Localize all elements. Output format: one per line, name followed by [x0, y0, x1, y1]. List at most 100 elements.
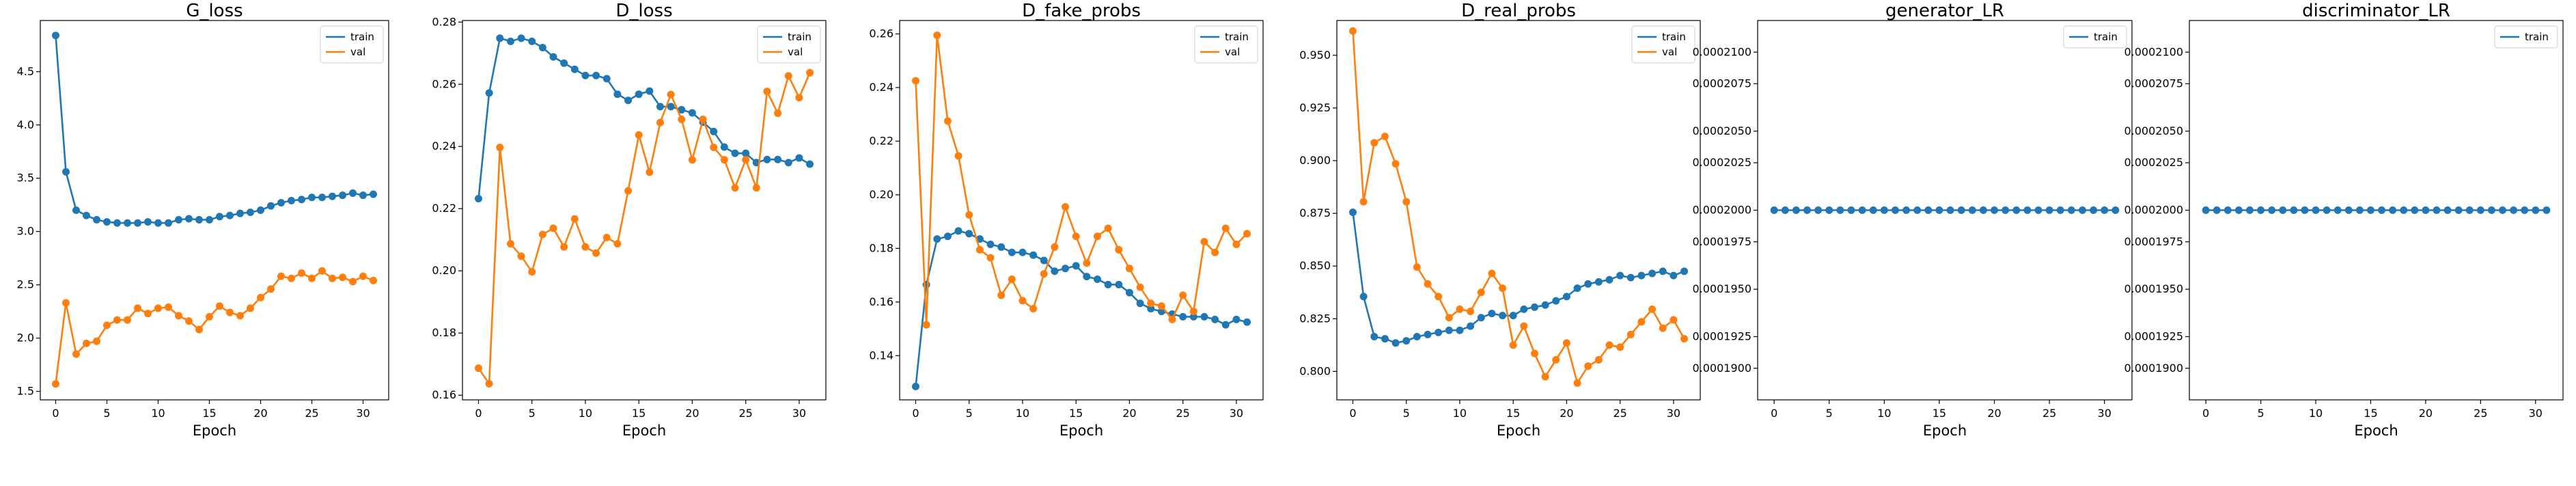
x-tick-label: 15	[2364, 407, 2377, 420]
x-tick-label: 5	[1403, 407, 1410, 420]
x-axis-label: Epoch	[1923, 422, 1967, 439]
data-point	[359, 191, 367, 200]
data-point	[613, 90, 622, 98]
y-tick-label: 0.22	[869, 135, 894, 148]
y-tick-label: 0.0002100	[2124, 45, 2183, 58]
data-point	[1814, 206, 1823, 214]
data-point	[288, 274, 295, 282]
chart-title: D_loss	[615, 1, 672, 21]
x-tick-label: 20	[1987, 407, 2001, 420]
series-train	[1348, 208, 1689, 347]
x-tick-label: 5	[103, 407, 110, 420]
data-point	[226, 211, 234, 219]
data-point	[1232, 241, 1241, 249]
data-point	[329, 192, 336, 200]
y-tick-label: 0.0001900	[1692, 362, 1751, 375]
data-point	[763, 155, 771, 163]
data-point	[93, 337, 100, 345]
data-point	[113, 316, 121, 324]
data-point	[52, 380, 59, 388]
data-point	[1189, 312, 1197, 321]
data-point	[975, 245, 984, 254]
data-point	[329, 274, 336, 282]
x-tick-label: 10	[1453, 407, 1467, 420]
data-point	[752, 184, 760, 192]
data-point	[144, 310, 152, 318]
data-point	[646, 168, 654, 176]
legend: train val	[1631, 25, 1695, 64]
data-point	[2476, 206, 2484, 214]
y-tick-label: 0.22	[432, 202, 456, 215]
x-tick-label: 20	[253, 407, 267, 420]
x-tick-label: 0	[912, 407, 919, 420]
chart-title: generator_LR	[1885, 1, 2004, 21]
data-point	[1594, 355, 1603, 364]
data-point	[2301, 206, 2309, 214]
data-point	[1424, 280, 1432, 288]
data-point	[795, 154, 803, 162]
data-point	[1136, 299, 1144, 308]
data-point	[308, 274, 316, 282]
x-tick-label: 25	[738, 407, 752, 420]
data-point	[1509, 341, 1517, 349]
data-point	[72, 206, 80, 214]
data-point	[1391, 339, 1400, 347]
data-point	[1147, 299, 1155, 308]
data-point	[1243, 230, 1251, 238]
data-point	[1847, 206, 1855, 214]
data-point	[2234, 206, 2243, 214]
y-tick-label: 0.0002075	[1692, 77, 1751, 90]
data-point	[1825, 206, 1833, 214]
x-tick-label: 20	[685, 407, 699, 420]
x-tick-label: 25	[2042, 407, 2056, 420]
y-tick-label: 0.0002025	[2124, 156, 2183, 169]
data-point	[1370, 333, 1379, 340]
data-point	[2268, 206, 2276, 214]
data-point	[1200, 238, 1208, 246]
data-point	[1530, 349, 1538, 357]
data-point	[1541, 373, 1549, 381]
data-point	[1781, 206, 1789, 214]
data-point	[506, 37, 514, 45]
data-point	[144, 218, 152, 226]
data-point	[560, 243, 568, 251]
data-point	[1211, 315, 1219, 323]
data-point	[1913, 206, 1922, 214]
data-point	[206, 216, 213, 224]
data-point	[2224, 206, 2232, 214]
y-tick-label: 0.16	[869, 295, 894, 308]
data-point	[359, 272, 367, 280]
x-tick-label: 15	[202, 407, 216, 420]
data-point	[175, 312, 182, 320]
data-point	[635, 90, 643, 98]
data-point	[1626, 273, 1635, 282]
data-point	[2454, 206, 2463, 214]
data-point	[1232, 315, 1241, 323]
data-point	[2422, 206, 2430, 214]
data-point	[678, 116, 686, 124]
data-point	[1891, 206, 1899, 214]
data-point	[1456, 305, 1464, 313]
data-point	[528, 37, 536, 45]
legend-box	[2494, 25, 2558, 49]
data-point	[1402, 337, 1411, 345]
data-point	[965, 211, 973, 219]
data-point	[1051, 267, 1059, 275]
y-tick-label: 0.28	[432, 15, 456, 28]
data-point	[1424, 330, 1432, 338]
series-line-val	[1352, 31, 1685, 384]
series-line-train	[55, 35, 374, 224]
legend: train val	[320, 25, 384, 64]
data-point	[549, 224, 557, 232]
data-point	[1541, 301, 1549, 309]
legend-box	[1631, 25, 1695, 64]
data-point	[236, 312, 244, 320]
series-line-val	[55, 270, 374, 384]
y-tick-label: 2.0	[17, 332, 34, 345]
data-point	[506, 240, 514, 248]
data-point	[277, 199, 285, 207]
data-point	[1115, 245, 1123, 254]
data-point	[185, 317, 193, 325]
data-point	[349, 278, 357, 286]
